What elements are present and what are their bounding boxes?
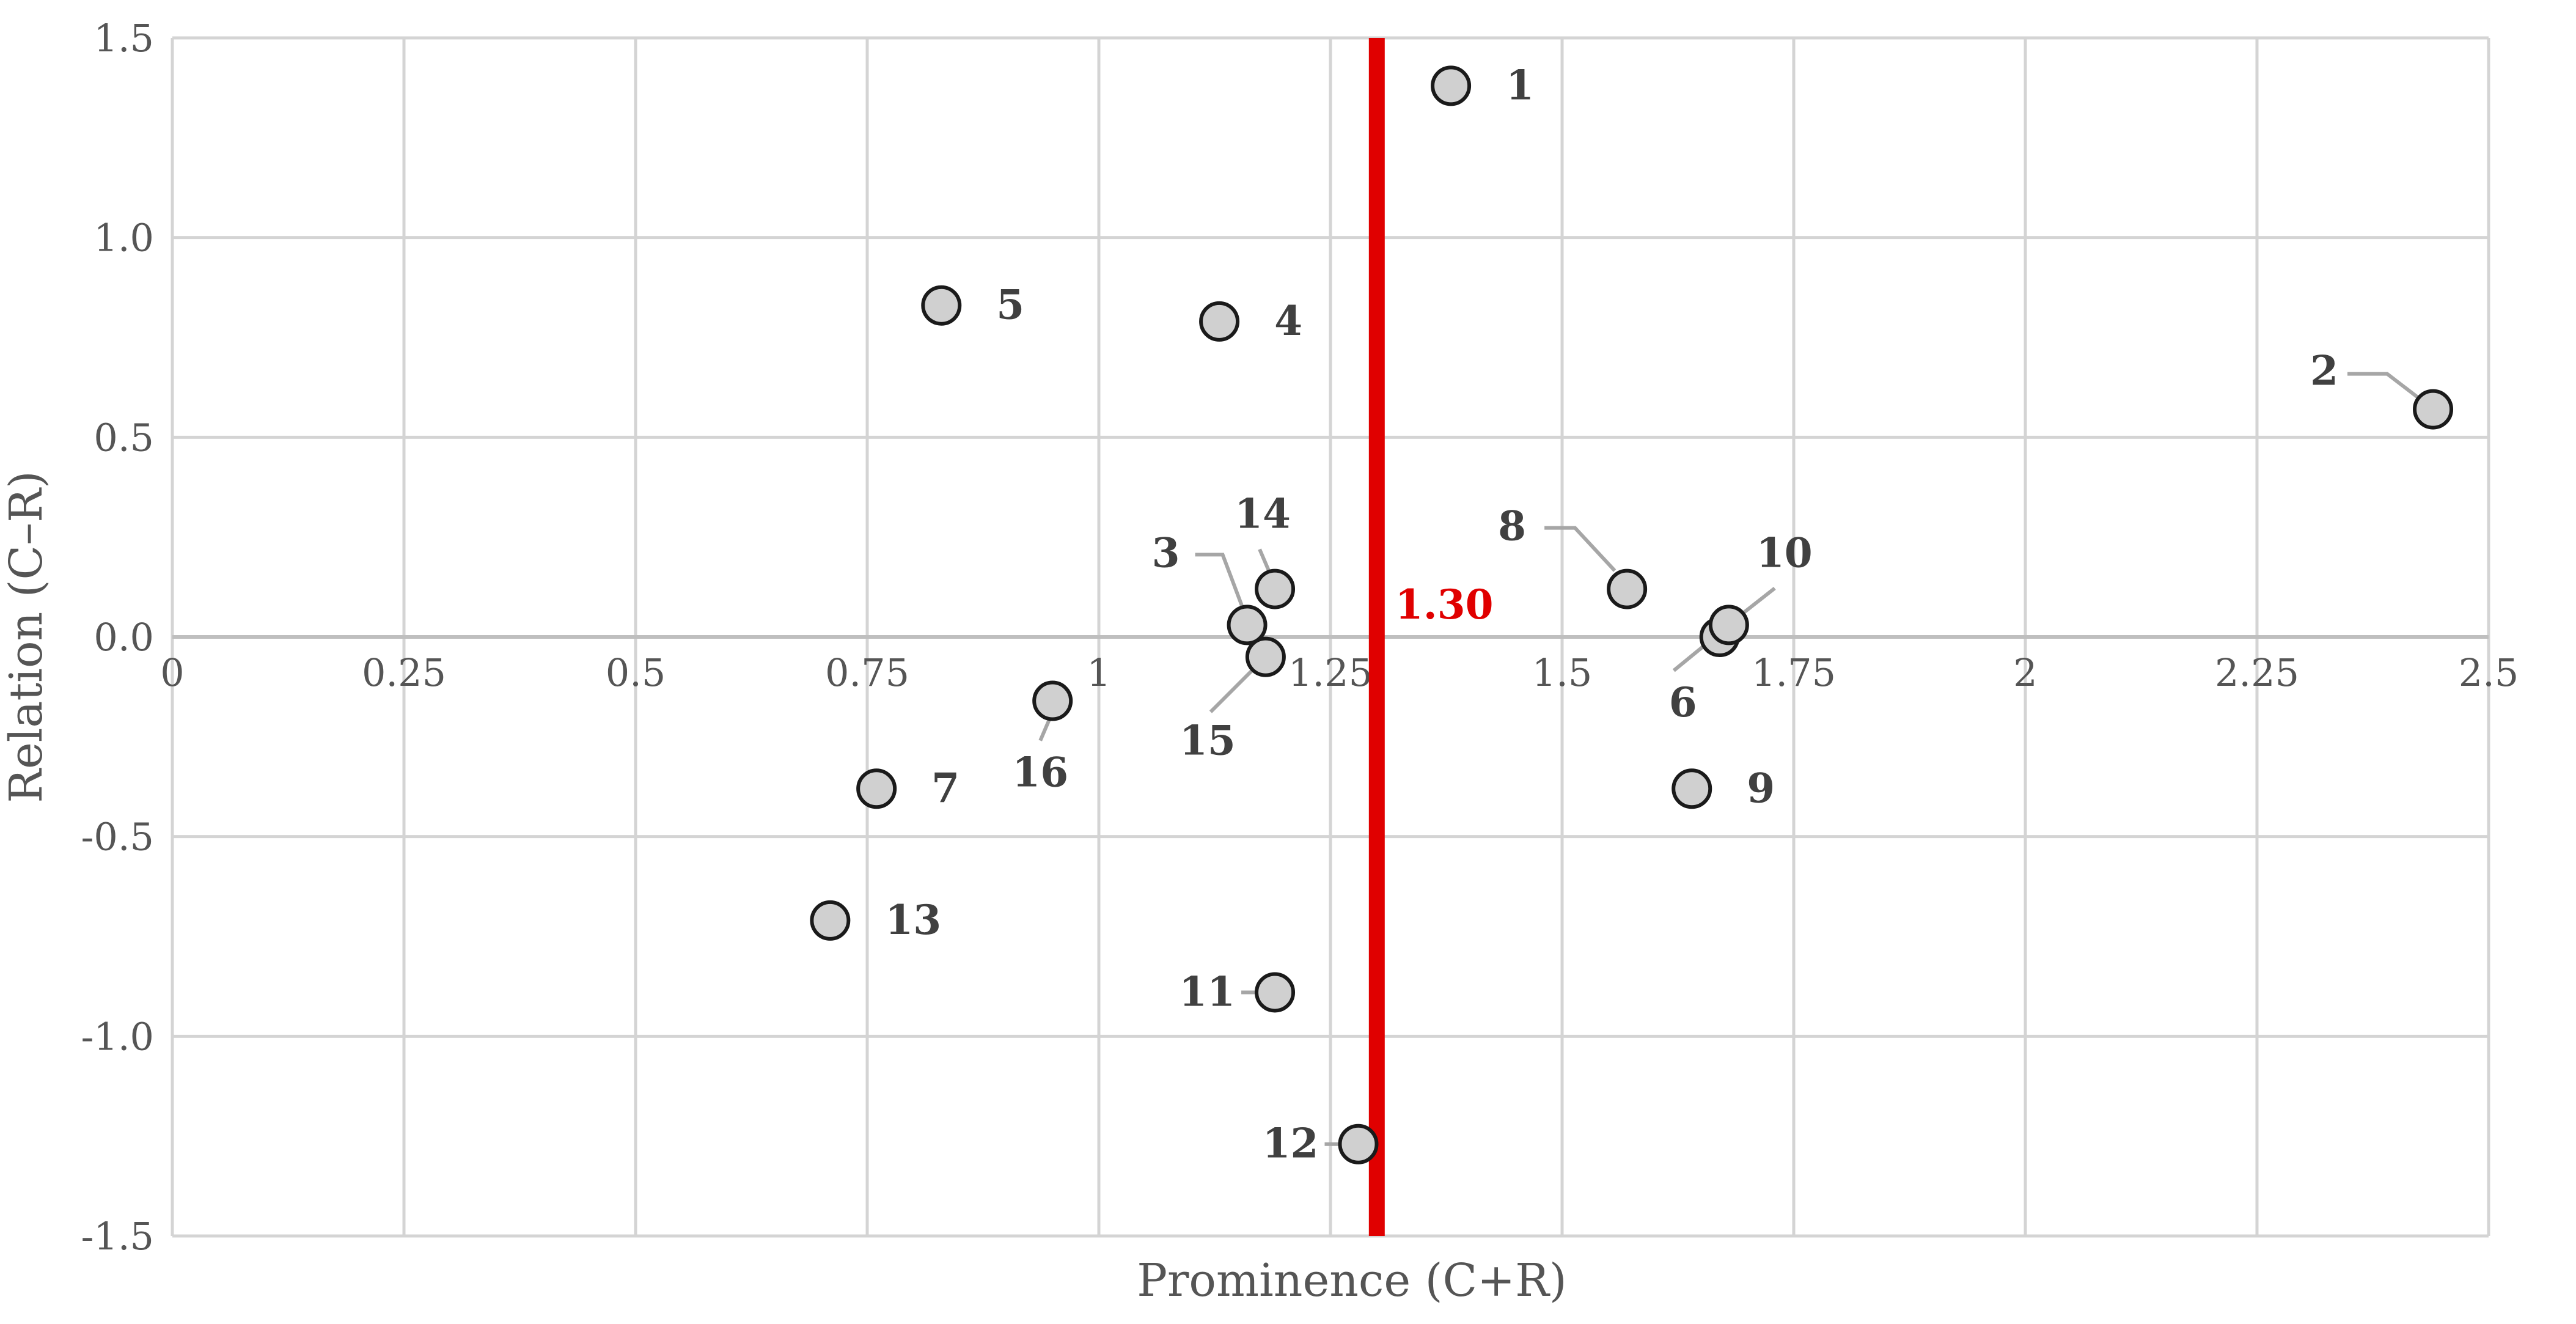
leader-line (1672, 641, 1709, 672)
data-points (810, 65, 2454, 1164)
point-label: 6 (1669, 679, 1697, 726)
point-label: 10 (1756, 529, 1813, 576)
data-point (856, 768, 897, 809)
leader-line (2347, 372, 2425, 403)
leader-line (1195, 553, 1244, 608)
y-tick-label: -1.0 (81, 1014, 154, 1059)
data-point (1708, 605, 1749, 645)
x-tick-label: 0.75 (825, 650, 909, 695)
point-label: 8 (1498, 502, 1526, 550)
data-point (1338, 1124, 1379, 1164)
point-label: 14 (1235, 490, 1291, 538)
point-label: 1 (1506, 61, 1534, 109)
data-point (1607, 568, 1648, 609)
point-label: 9 (1747, 764, 1775, 812)
data-point (1032, 680, 1073, 721)
x-axis-title: Prominence (C+R) (1137, 1254, 1567, 1307)
leader-line (1258, 548, 1271, 572)
y-tick-label: 0.0 (94, 615, 154, 660)
data-point (921, 285, 962, 326)
y-tick-label: 1.0 (94, 216, 154, 260)
point-label: 15 (1180, 717, 1236, 765)
data-point (1199, 301, 1240, 342)
x-tick-label: 2.5 (2459, 650, 2519, 695)
data-point (1431, 65, 1472, 106)
y-tick-label: -0.5 (81, 815, 154, 859)
grid (171, 36, 2490, 1238)
x-tick-label: 2 (2013, 650, 2037, 695)
tick-labels: 0 0.25 0.5 0.75 1 1.25 1.5 1.75 2 2.25 2.5 1.5 1.0 0.… (81, 16, 2519, 1259)
x-tick-label: 2.25 (2215, 650, 2299, 695)
point-label: 2 (2310, 347, 2338, 395)
point-label: 4 (1274, 297, 1302, 345)
leader-line (1038, 718, 1051, 741)
x-tick-label: 1.25 (1288, 650, 1373, 695)
data-point (2413, 389, 2454, 430)
y-tick-label: 1.5 (94, 16, 154, 61)
threshold-label: 1.30 (1395, 581, 1494, 628)
x-tick-label: 0.25 (362, 650, 446, 695)
x-tick-label: 1 (1087, 650, 1110, 695)
point-label: 13 (885, 896, 941, 944)
y-tick-label: -1.5 (81, 1214, 154, 1259)
data-point (1255, 568, 1296, 609)
point-label: 3 (1152, 529, 1180, 576)
leader-line (1544, 526, 1616, 572)
threshold: 1.30 (1368, 38, 1494, 1236)
y-axis-title: Relation (C–R) (0, 471, 53, 803)
point-label: 16 (1012, 749, 1068, 796)
data-point (1245, 636, 1286, 677)
x-tick-label: 1.75 (1752, 650, 1836, 695)
data-point (1671, 768, 1712, 809)
data-point (1227, 605, 1268, 645)
data-point (1255, 972, 1296, 1013)
data-point (810, 900, 851, 941)
point-label: 5 (996, 281, 1024, 329)
point-label: 12 (1263, 1120, 1319, 1168)
y-tick-label: 0.5 (94, 415, 154, 460)
x-tick-label: 1.5 (1532, 650, 1593, 695)
point-label: 7 (931, 764, 960, 812)
x-tick-label: 0 (160, 650, 184, 695)
point-label: 11 (1179, 968, 1235, 1015)
x-tick-label: 0.5 (606, 650, 666, 695)
